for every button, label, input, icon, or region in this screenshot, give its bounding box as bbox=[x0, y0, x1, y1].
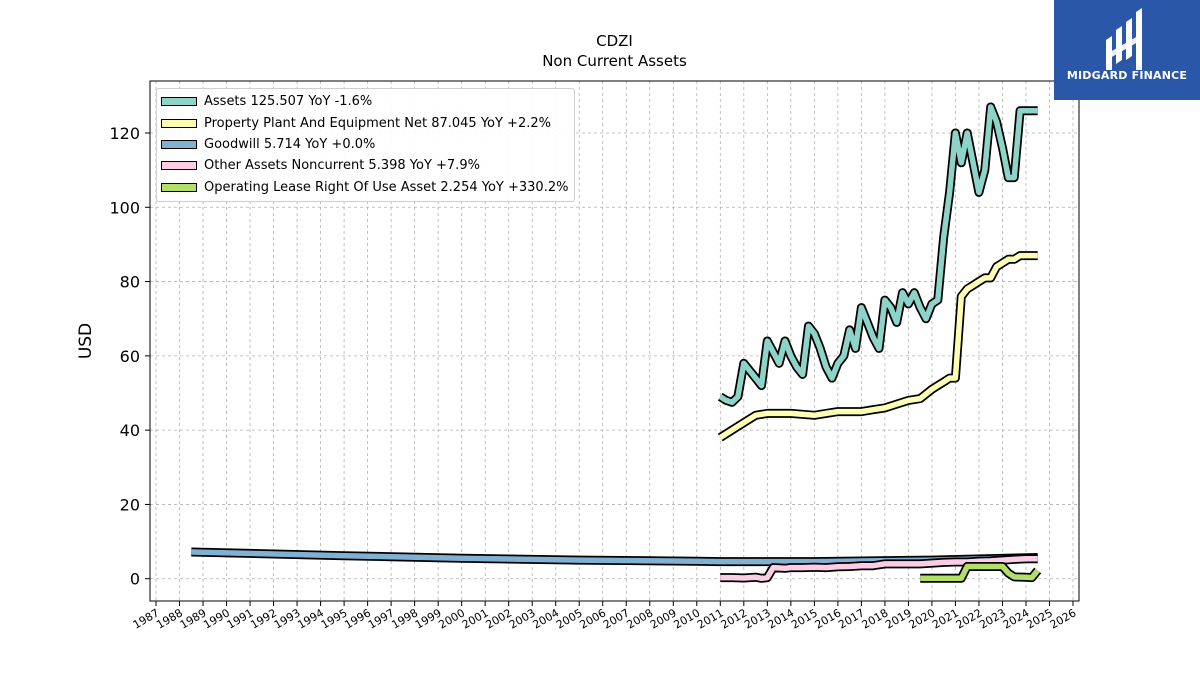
y-tick-label: 20 bbox=[120, 495, 140, 514]
y-axis-label: USD bbox=[76, 323, 96, 359]
chart-subtitle: Non Current Assets bbox=[542, 52, 687, 70]
y-axis: 0 20 40 60 80 100 120 bbox=[109, 124, 150, 589]
legend-label: Goodwill 5.714 YoY +0.0% bbox=[204, 136, 376, 152]
logo-text: MIDGARD FINANCE bbox=[1066, 69, 1188, 82]
plot-frame bbox=[149, 80, 1080, 602]
legend-swatch bbox=[161, 97, 197, 107]
series-0 bbox=[717, 102, 1038, 407]
y-tick-label: 100 bbox=[109, 198, 140, 217]
series-1 bbox=[717, 251, 1038, 442]
series-4 bbox=[920, 562, 1042, 583]
legend-swatch bbox=[161, 139, 197, 149]
chart-title: CDZI bbox=[596, 32, 633, 50]
legend-swatch bbox=[161, 118, 197, 128]
legend: Assets 125.507 YoY -1.6% Property Plant A… bbox=[156, 88, 576, 202]
y-tick-label: 0 bbox=[130, 570, 140, 589]
series-line bbox=[720, 555, 1038, 582]
series-line bbox=[920, 563, 1040, 582]
logo-mark-icon bbox=[1106, 8, 1142, 70]
legend-label: Other Assets Noncurrent 5.398 YoY +7.9% bbox=[204, 158, 480, 174]
legend-swatch bbox=[161, 182, 197, 192]
logo: MIDGARD FINANCE bbox=[1054, 0, 1200, 100]
legend-item: Operating Lease Right Of Use Asset 2.254… bbox=[161, 177, 568, 198]
series-layer bbox=[191, 102, 1042, 583]
legend-label: Property Plant And Equipment Net 87.045 … bbox=[204, 115, 551, 131]
legend-label: Operating Lease Right Of Use Asset 2.254… bbox=[204, 179, 569, 195]
y-tick-label: 40 bbox=[120, 421, 140, 440]
x-axis: 1987198819891990199119921993199419951996… bbox=[131, 601, 1079, 632]
y-tick-label: 120 bbox=[109, 124, 140, 143]
y-tick-label: 60 bbox=[120, 347, 140, 366]
x-tick-label: 2026 bbox=[1048, 606, 1079, 631]
y-tick-label: 80 bbox=[120, 273, 140, 292]
legend-swatch bbox=[161, 161, 197, 171]
legend-item: Other Assets Noncurrent 5.398 YoY +7.9% bbox=[161, 155, 568, 176]
series-3 bbox=[720, 554, 1038, 583]
legend-item: Property Plant And Equipment Net 87.045 … bbox=[161, 112, 568, 133]
series-line bbox=[718, 104, 1038, 406]
series-line bbox=[718, 252, 1038, 440]
legend-item: Goodwill 5.714 YoY +0.0% bbox=[161, 134, 568, 155]
legend-label: Assets 125.507 YoY -1.6% bbox=[204, 94, 373, 110]
legend-item: Assets 125.507 YoY -1.6% bbox=[161, 91, 568, 112]
